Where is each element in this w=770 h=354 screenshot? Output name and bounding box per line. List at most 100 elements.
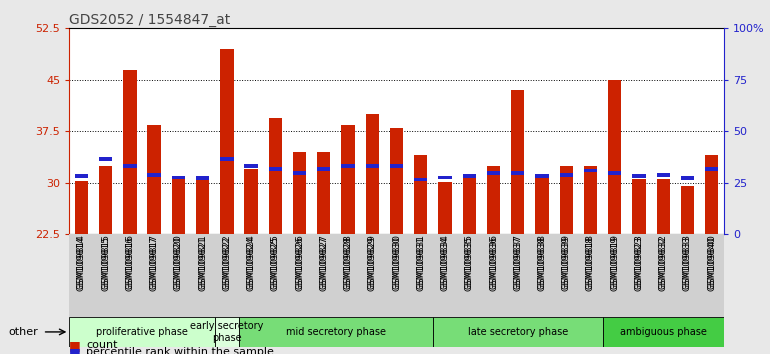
Bar — [123, 69, 136, 234]
Bar — [657, 173, 670, 177]
Bar — [433, 234, 457, 317]
Bar — [123, 164, 136, 168]
Text: GSM109814: GSM109814 — [77, 236, 86, 291]
Bar — [700, 234, 724, 317]
Bar — [196, 176, 209, 180]
Bar — [220, 157, 233, 161]
Text: GSM109827: GSM109827 — [320, 236, 328, 291]
Bar — [632, 174, 645, 178]
Text: GSM109820: GSM109820 — [174, 236, 183, 291]
Bar — [554, 234, 578, 317]
Bar — [530, 234, 554, 317]
Text: proliferative phase: proliferative phase — [96, 327, 188, 337]
Bar — [317, 152, 330, 234]
Bar — [239, 234, 263, 317]
Bar — [220, 49, 233, 234]
Text: GSM109824: GSM109824 — [246, 234, 256, 289]
Bar — [366, 114, 379, 234]
Bar — [118, 234, 142, 317]
Text: GSM109840: GSM109840 — [707, 236, 716, 291]
Text: GSM109815: GSM109815 — [101, 236, 110, 291]
Text: GSM109817: GSM109817 — [149, 236, 159, 291]
Bar — [93, 234, 118, 317]
Text: GSM109823: GSM109823 — [634, 236, 644, 291]
Text: GSM109839: GSM109839 — [562, 234, 571, 290]
Bar — [632, 179, 645, 234]
Bar — [578, 234, 603, 317]
Bar — [317, 167, 330, 171]
Bar — [608, 80, 621, 234]
Bar — [166, 234, 190, 317]
Bar — [148, 173, 161, 177]
Text: GSM109828: GSM109828 — [343, 234, 353, 289]
Bar — [560, 173, 573, 177]
Text: GDS2052 / 1554847_at: GDS2052 / 1554847_at — [69, 13, 230, 27]
Text: GSM109839: GSM109839 — [562, 236, 571, 291]
Bar — [681, 176, 694, 180]
Bar — [675, 234, 700, 317]
Bar — [269, 118, 282, 234]
Bar — [506, 234, 530, 317]
Text: GSM109838: GSM109838 — [537, 236, 547, 291]
Text: GSM109833: GSM109833 — [683, 236, 692, 291]
Bar — [142, 234, 166, 317]
Text: GSM109832: GSM109832 — [658, 234, 668, 289]
Text: GSM109832: GSM109832 — [658, 236, 668, 291]
Text: GSM109814: GSM109814 — [77, 234, 86, 289]
Bar — [244, 169, 258, 234]
Text: GSM109815: GSM109815 — [101, 234, 110, 290]
Bar — [384, 234, 409, 317]
Bar — [681, 186, 694, 234]
Bar — [487, 166, 500, 234]
Bar — [341, 164, 355, 168]
Text: GSM109826: GSM109826 — [295, 236, 304, 291]
Bar — [172, 176, 185, 179]
Text: GSM109830: GSM109830 — [392, 236, 401, 291]
Text: GSM109829: GSM109829 — [368, 236, 377, 291]
Bar — [287, 234, 312, 317]
Bar — [172, 177, 185, 234]
Bar — [99, 157, 112, 161]
Bar — [263, 234, 287, 317]
Bar — [603, 234, 627, 317]
Bar — [651, 234, 675, 317]
Bar — [390, 164, 403, 168]
Text: other: other — [8, 327, 38, 337]
Bar — [535, 177, 549, 234]
Text: GSM109828: GSM109828 — [343, 236, 353, 291]
Text: GSM109835: GSM109835 — [465, 234, 474, 290]
Bar — [336, 234, 360, 317]
Bar — [414, 178, 427, 181]
Text: GSM109829: GSM109829 — [368, 234, 377, 289]
Text: count: count — [86, 340, 118, 350]
Bar — [603, 317, 724, 347]
Bar — [584, 166, 598, 234]
Text: GSM109833: GSM109833 — [683, 234, 692, 290]
Bar — [269, 167, 282, 171]
Bar — [657, 179, 670, 234]
Bar — [244, 164, 258, 168]
Text: GSM109816: GSM109816 — [126, 234, 135, 290]
Text: GSM109840: GSM109840 — [707, 234, 716, 289]
Text: GSM109831: GSM109831 — [417, 234, 425, 290]
Text: GSM109818: GSM109818 — [586, 236, 595, 291]
Text: GSM109817: GSM109817 — [149, 234, 159, 290]
Text: early secretory
phase: early secretory phase — [190, 321, 263, 343]
Text: GSM109824: GSM109824 — [246, 236, 256, 291]
Bar — [457, 234, 481, 317]
Text: GSM109836: GSM109836 — [489, 234, 498, 290]
Text: GSM109835: GSM109835 — [465, 236, 474, 291]
Text: GSM109822: GSM109822 — [223, 236, 231, 291]
Bar — [463, 174, 476, 178]
Bar — [312, 234, 336, 317]
Text: GSM109834: GSM109834 — [440, 234, 450, 289]
Bar — [438, 182, 452, 234]
Bar — [627, 234, 651, 317]
Bar — [190, 234, 215, 317]
Text: GSM109823: GSM109823 — [634, 234, 644, 289]
Bar — [414, 155, 427, 234]
Text: ■: ■ — [69, 339, 81, 352]
Bar — [69, 317, 215, 347]
Text: percentile rank within the sample: percentile rank within the sample — [86, 347, 274, 354]
Bar — [705, 167, 718, 171]
